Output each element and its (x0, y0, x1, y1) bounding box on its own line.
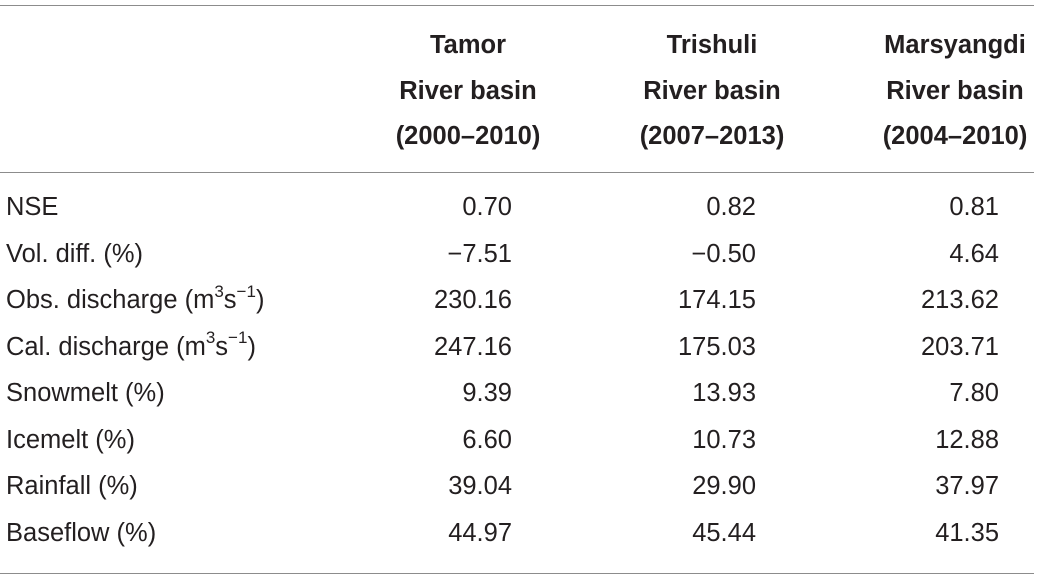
row-label: Icemelt (%) (6, 425, 135, 454)
row-label: NSE (6, 193, 59, 221)
cell-value: 45.44 (692, 518, 756, 547)
row-label: Obs. discharge (m3s−1) (6, 277, 264, 324)
cell-value: 0.82 (706, 193, 756, 221)
row-label: Rainfall (%) (6, 472, 138, 500)
column-header-tamor: Tamor River basin (2000–2010) (368, 23, 568, 160)
table-body: NSE 0.70 0.82 0.81 Vol. diff. (%) −7.51 … (0, 184, 1042, 556)
cell-value: 6.60 (462, 425, 512, 454)
cell-value: 29.90 (692, 472, 756, 500)
column-header-line: Tamor (429, 31, 507, 59)
row-label: Snowmelt (%) (6, 379, 165, 407)
cell-value: 39.04 (448, 472, 512, 500)
table-row: Cal. discharge (m3s−1) 247.16 175.03 203… (0, 324, 1042, 371)
column-header-line: (2007–2013) (639, 122, 785, 150)
cell-value: 9.39 (462, 379, 512, 407)
column-header-line: (2004–2010) (882, 122, 1028, 150)
column-header-line: Marsyangdi (884, 31, 1026, 59)
cell-value: 4.64 (949, 239, 999, 268)
cell-value: 230.16 (434, 286, 512, 314)
cell-value: 7.80 (949, 379, 999, 407)
row-label: Vol. diff. (%) (6, 239, 144, 268)
cell-value: 0.70 (462, 193, 512, 221)
row-label-text: Obs. discharge (m (6, 286, 215, 314)
cell-value: 203.71 (921, 332, 999, 361)
column-header-line: Trishuli (666, 31, 758, 59)
header-rule (0, 172, 1034, 173)
cell-value: 13.93 (692, 379, 756, 407)
cell-value: 12.88 (935, 425, 999, 454)
row-label-superscript: 3 (205, 328, 216, 347)
row-label-text: s (223, 286, 237, 314)
cell-value: 0.81 (949, 193, 999, 221)
table-row: Obs. discharge (m3s−1) 230.16 174.15 213… (0, 277, 1042, 324)
row-label-text: ) (247, 332, 256, 361)
table-row: NSE 0.70 0.82 0.81 (0, 184, 1042, 231)
row-label-text: s (215, 332, 229, 361)
cell-value: 174.15 (678, 286, 756, 314)
table-row: Vol. diff. (%) −7.51 −0.50 4.64 (0, 231, 1042, 278)
cell-value: 213.62 (921, 286, 999, 314)
column-header-line: (2000–2010) (395, 122, 541, 150)
column-header-line: River basin (886, 76, 1024, 105)
table-row: Baseflow (%) 44.97 45.44 41.35 (0, 510, 1042, 557)
table-row: Rainfall (%) 39.04 29.90 37.97 (0, 463, 1042, 510)
cell-value: 10.73 (692, 425, 756, 454)
row-label: Cal. discharge (m3s−1) (6, 324, 256, 371)
cell-value: −7.51 (447, 239, 512, 268)
row-label-text: Cal. discharge (m (6, 332, 206, 361)
top-rule (0, 5, 1034, 6)
cell-value: −0.50 (691, 239, 756, 268)
cell-value: 175.03 (678, 332, 756, 361)
column-header-trishuli: Trishuli River basin (2007–2013) (612, 23, 812, 160)
cell-value: 41.35 (935, 518, 999, 547)
column-header-line: River basin (399, 76, 537, 105)
table-row: Icemelt (%) 6.60 10.73 12.88 (0, 417, 1042, 464)
column-header-marsyangdi: Marsyangdi River basin (2004–2010) (855, 23, 1042, 160)
cell-value: 44.97 (448, 518, 512, 547)
bottom-rule (0, 573, 1034, 574)
cell-value: 247.16 (434, 332, 512, 361)
row-label: Baseflow (%) (6, 518, 157, 547)
row-label-superscript: 3 (214, 281, 224, 301)
row-label-superscript: −1 (228, 328, 248, 347)
row-label-superscript: −1 (236, 281, 256, 301)
column-header-line: River basin (643, 76, 781, 105)
table-row: Snowmelt (%) 9.39 13.93 7.80 (0, 370, 1042, 417)
row-label-text: ) (255, 286, 265, 314)
cell-value: 37.97 (935, 472, 999, 500)
